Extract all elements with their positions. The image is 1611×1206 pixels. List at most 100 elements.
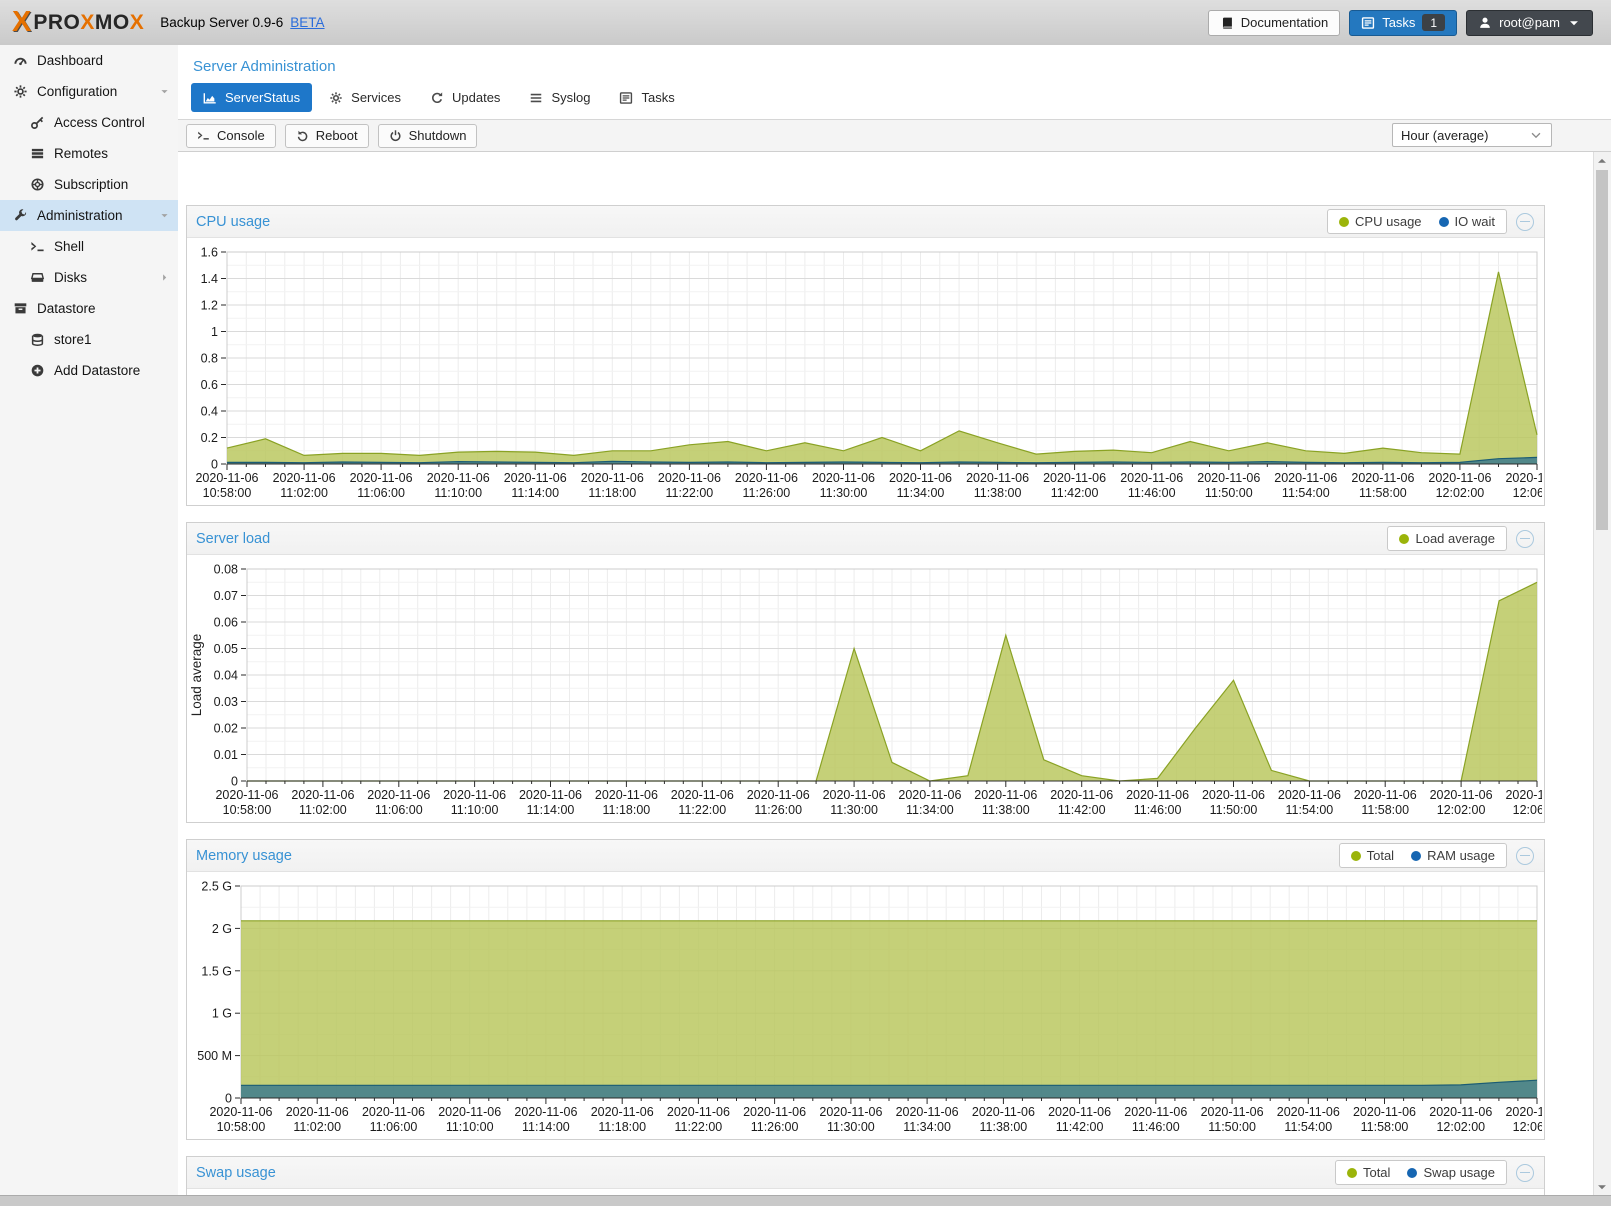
book-icon [1220, 16, 1234, 30]
task-list-icon [619, 91, 633, 105]
time-range-select[interactable]: Hour (average) [1392, 123, 1552, 147]
vertical-scrollbar[interactable] [1593, 152, 1611, 1196]
svg-text:11:30:00: 11:30:00 [827, 1120, 875, 1134]
tasks-button[interactable]: Tasks 1 [1349, 9, 1458, 36]
legend-label: RAM usage [1427, 848, 1495, 863]
disk-icon [29, 270, 46, 285]
svg-text:11:50:00: 11:50:00 [1205, 486, 1253, 500]
expander-caret-right-icon[interactable] [159, 272, 170, 283]
tab-bar: ServerStatus Services Updates Syslog Tasks [178, 83, 1611, 119]
wordmark-segment: MO [94, 10, 130, 34]
tab-updates[interactable]: Updates [418, 83, 512, 112]
sidebar-item-dashboard[interactable]: Dashboard [0, 45, 178, 76]
legend-label: Swap usage [1423, 1165, 1495, 1180]
sidebar-item-label: Remotes [54, 146, 109, 161]
svg-text:2020-11-06: 2020-11-06 [427, 471, 490, 485]
svg-text:11:22:00: 11:22:00 [666, 486, 714, 500]
legend-item: Load average [1399, 531, 1495, 546]
sidebar-item-datastore[interactable]: Datastore [0, 293, 178, 324]
terminal-icon [29, 239, 46, 254]
proxmox-logo: X PROXMOX [0, 8, 152, 37]
sidebar-item-label: Add Datastore [54, 363, 141, 378]
svg-text:10:58:00: 10:58:00 [203, 486, 252, 500]
svg-text:2020-11-06: 2020-11-06 [1124, 1105, 1187, 1119]
expander-caret-down-icon[interactable] [159, 86, 170, 97]
svg-text:2020-11-06: 2020-11-06 [735, 471, 798, 485]
sidebar-item-shell[interactable]: Shell [0, 231, 178, 262]
svg-text:2020-11-06: 2020-11-06 [966, 471, 1029, 485]
documentation-label: Documentation [1240, 15, 1329, 30]
reboot-button[interactable]: Reboot [284, 123, 369, 148]
legend-label: IO wait [1454, 214, 1495, 229]
collapse-panel-icon[interactable] [1516, 530, 1534, 548]
tab-label: Updates [452, 90, 501, 105]
collapse-panel-icon[interactable] [1516, 213, 1534, 231]
svg-text:12:06:00: 12:06:00 [1513, 803, 1542, 817]
svg-text:2020-11-06: 2020-11-06 [1353, 1105, 1416, 1119]
panel-header-memory: Memory usage Total RAM usage [187, 840, 1544, 872]
tab-serverstatus[interactable]: ServerStatus [191, 83, 313, 112]
svg-text:12:02:00: 12:02:00 [1436, 486, 1485, 500]
panel-header-load: Server load Load average [187, 523, 1544, 555]
shutdown-button[interactable]: Shutdown [377, 123, 478, 148]
sidebar-item-label: Datastore [37, 301, 96, 316]
svg-text:500 M: 500 M [197, 1049, 232, 1063]
svg-text:11:22:00: 11:22:00 [675, 1120, 723, 1134]
svg-text:0.05: 0.05 [214, 642, 238, 656]
area-chart-icon [203, 91, 217, 105]
scrollbar-down-arrow[interactable] [1594, 1179, 1610, 1195]
sidebar-item-administration[interactable]: Administration [0, 200, 178, 231]
chart-area-cpu: 2020-11-06 10:58:00 2020-11-06 11:02:00 2020… [187, 238, 1544, 505]
svg-text:11:58:00: 11:58:00 [1361, 803, 1409, 817]
user-icon [1478, 16, 1492, 30]
panel-title: Swap usage [196, 1164, 276, 1181]
proxmox-x-mark: X [12, 6, 32, 38]
svg-text:11:18:00: 11:18:00 [588, 486, 636, 500]
time-range-value: Hour (average) [1401, 127, 1489, 143]
svg-text:11:06:00: 11:06:00 [370, 1120, 418, 1134]
tab-services[interactable]: Services [317, 83, 413, 112]
collapse-panel-icon[interactable] [1516, 847, 1534, 865]
svg-text:11:58:00: 11:58:00 [1361, 1120, 1409, 1134]
console-button[interactable]: Console [186, 123, 276, 148]
user-menu-button[interactable]: root@pam [1466, 9, 1593, 36]
beta-link[interactable]: BETA [290, 15, 325, 30]
documentation-button[interactable]: Documentation [1207, 9, 1341, 36]
svg-text:2020-11-06: 2020-11-06 [1048, 1105, 1111, 1119]
svg-text:2020-11-06: 2020-11-06 [1197, 471, 1260, 485]
svg-text:11:34:00: 11:34:00 [897, 486, 945, 500]
svg-text:2020-11-06: 2020-11-06 [896, 1105, 959, 1119]
svg-text:2020-11-06: 2020-11-06 [898, 788, 961, 802]
legend-dot [1350, 850, 1361, 861]
key-icon [29, 115, 46, 130]
svg-text:11:26:00: 11:26:00 [754, 803, 802, 817]
svg-text:11:54:00: 11:54:00 [1282, 486, 1330, 500]
tab-tasks[interactable]: Tasks [607, 83, 686, 112]
chart-legend: CPU usage IO wait [1327, 209, 1507, 234]
sidebar-item-remotes[interactable]: Remotes [0, 138, 178, 169]
remotes-icon [29, 146, 46, 161]
svg-text:11:38:00: 11:38:00 [980, 1120, 1028, 1134]
collapse-panel-icon[interactable] [1516, 1164, 1534, 1182]
caret-up-icon [1595, 154, 1609, 168]
svg-text:11:06:00: 11:06:00 [357, 486, 405, 500]
sidebar-item-subscription[interactable]: Subscription [0, 169, 178, 200]
sidebar-item-access-control[interactable]: Access Control [0, 107, 178, 138]
plus-circle-icon [29, 363, 46, 378]
page-title: Server Administration [193, 58, 336, 75]
header-actions: Documentation Tasks 1 root@pam [1207, 9, 1593, 36]
sidebar-item-configuration[interactable]: Configuration [0, 76, 178, 107]
svg-text:2020-11-06: 2020-11-06 [889, 471, 952, 485]
legend-dot [1339, 216, 1350, 227]
svg-text:11:30:00: 11:30:00 [830, 803, 878, 817]
expander-caret-down-icon[interactable] [159, 210, 170, 221]
sidebar-item-disks[interactable]: Disks [0, 262, 178, 293]
scrollbar-thumb[interactable] [1596, 170, 1608, 530]
sidebar-item-store1[interactable]: store1 [0, 324, 178, 355]
tab-syslog[interactable]: Syslog [517, 83, 602, 112]
svg-text:11:50:00: 11:50:00 [1208, 1120, 1256, 1134]
scrollbar-up-arrow[interactable] [1594, 153, 1610, 169]
svg-text:11:18:00: 11:18:00 [598, 1120, 646, 1134]
sidebar-item-add-datastore[interactable]: Add Datastore [0, 355, 178, 386]
sidebar-item-label: Administration [37, 208, 123, 223]
